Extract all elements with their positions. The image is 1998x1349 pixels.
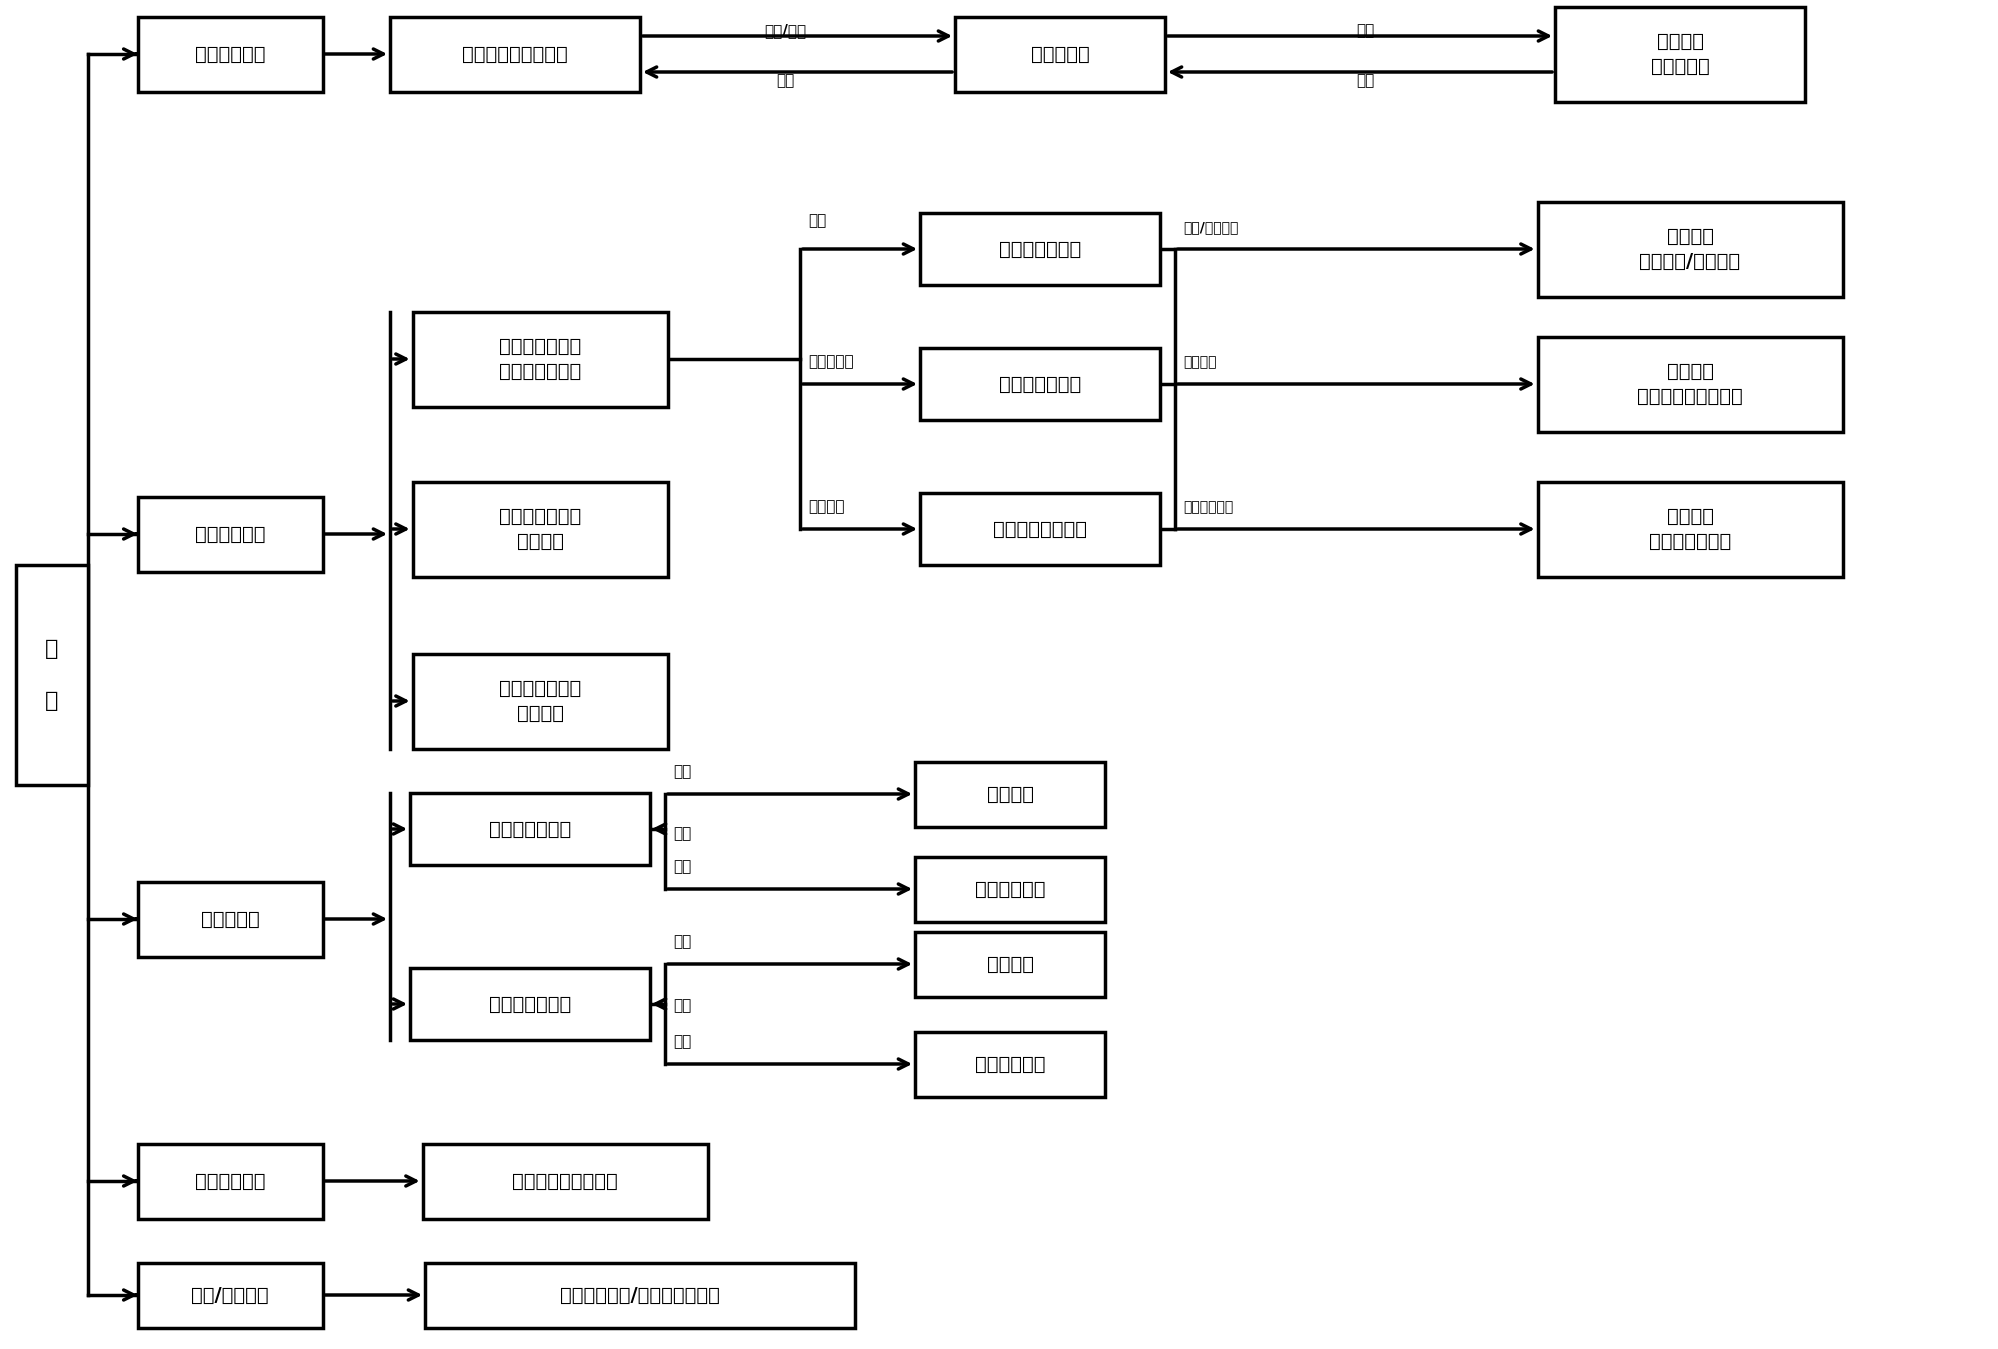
Text: 验收: 验收 [1357,23,1375,39]
Text: 仪器设备一览表
（可用、待检）: 仪器设备一览表 （可用、待检） [500,337,581,380]
Text: 仪器设备使用记录: 仪器设备使用记录 [993,519,1087,538]
FancyBboxPatch shape [412,482,667,576]
Text: 新增: 新增 [673,935,691,950]
Text: 出入库管理: 出入库管理 [200,909,260,928]
Text: 采购申请表: 采购申请表 [1031,45,1089,63]
FancyBboxPatch shape [1538,336,1842,432]
FancyBboxPatch shape [138,16,322,92]
Text: 仪器设备一览表
（报废）: 仪器设备一览表 （报废） [500,680,581,723]
FancyBboxPatch shape [919,348,1161,420]
Text: 仪器设备
故障及维修情况记录: 仪器设备 故障及维修情况记录 [1636,363,1742,406]
Text: 仪器设备维修一览表: 仪器设备维修一览表 [511,1171,617,1191]
Text: 查看: 查看 [673,859,691,874]
FancyBboxPatch shape [915,932,1105,997]
Text: 仪器设备维修: 仪器设备维修 [194,1171,266,1191]
Text: 新增: 新增 [807,213,827,228]
FancyBboxPatch shape [410,793,649,865]
Text: 保存: 保存 [673,998,691,1013]
FancyBboxPatch shape [390,16,639,92]
FancyBboxPatch shape [915,857,1105,921]
FancyBboxPatch shape [138,881,322,956]
FancyBboxPatch shape [412,653,667,749]
Text: 入库记录一览表: 入库记录一览表 [490,994,571,1013]
Text: 仪器设备申购: 仪器设备申购 [194,45,266,63]
Text: 添加仪器设备页: 添加仪器设备页 [999,240,1081,259]
FancyBboxPatch shape [138,496,322,572]
FancyBboxPatch shape [955,16,1165,92]
Text: 新增入库: 新增入库 [987,955,1033,974]
Text: 仪器设备申购一览表: 仪器设备申购一览表 [462,45,567,63]
FancyBboxPatch shape [138,1263,322,1327]
Text: 仪器设备一览表
（损坏）: 仪器设备一览表 （损坏） [500,507,581,550]
FancyBboxPatch shape [1554,7,1804,101]
FancyBboxPatch shape [426,1263,855,1327]
FancyBboxPatch shape [915,761,1105,827]
Text: 入库详细情况: 入库详细情况 [975,1055,1045,1074]
Text: 保存: 保存 [1357,73,1375,89]
Text: 检定/校准记录: 检定/校准记录 [1183,220,1239,233]
FancyBboxPatch shape [138,1144,322,1218]
FancyBboxPatch shape [919,492,1161,565]
Text: 仪器设备管理: 仪器设备管理 [194,525,266,544]
FancyBboxPatch shape [1538,201,1842,297]
Text: 查看: 查看 [673,1035,691,1050]
Text: 出库记录一览表: 出库记录一览表 [490,819,571,839]
Text: 保存: 保存 [673,826,691,840]
Text: 查看、修改: 查看、修改 [807,355,853,370]
Text: 出库详细情况: 出库详细情况 [975,880,1045,898]
Text: 新增出库: 新增出库 [987,785,1033,804]
Text: 申购/查看: 申购/查看 [763,23,805,39]
FancyBboxPatch shape [412,312,667,406]
Text: 新增: 新增 [673,765,691,780]
FancyBboxPatch shape [16,565,88,785]
Text: 仪器设备
维护保养记录表: 仪器设备 维护保养记录表 [1648,507,1730,550]
Text: 仪器设备信息页: 仪器设备信息页 [999,375,1081,394]
FancyBboxPatch shape [919,213,1161,285]
FancyBboxPatch shape [915,1032,1105,1097]
Text: 登

录: 登 录 [46,639,58,711]
Text: 使用次数: 使用次数 [807,499,845,514]
FancyBboxPatch shape [1538,482,1842,576]
Text: 仪器设备
周期检定/校准记录: 仪器设备 周期检定/校准记录 [1640,228,1740,271]
Text: 仪器设备检定/校准证书确认表: 仪器设备检定/校准证书确认表 [559,1286,719,1304]
Text: 维护保养记录: 维护保养记录 [1183,500,1233,514]
Text: 提交: 提交 [775,73,793,89]
Text: 校准/检定记录: 校准/检定记录 [192,1286,270,1304]
Text: 仪器设备
验收登记表: 仪器设备 验收登记表 [1650,32,1710,76]
FancyBboxPatch shape [422,1144,707,1218]
FancyBboxPatch shape [410,969,649,1040]
Text: 维修记录: 维修记录 [1183,355,1217,370]
